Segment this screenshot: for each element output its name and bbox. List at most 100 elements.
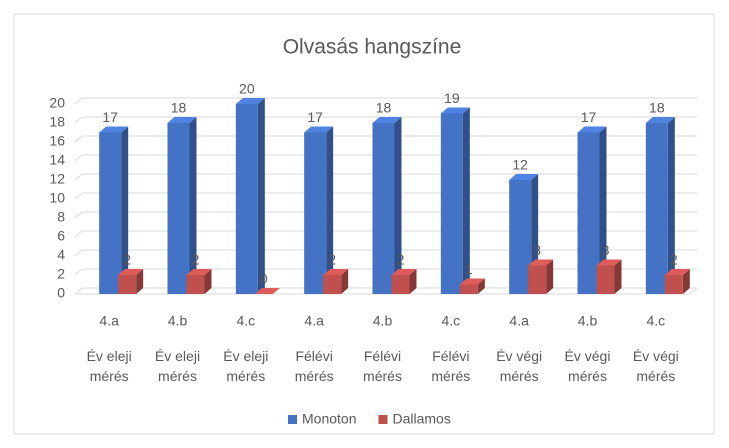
bar (372, 123, 395, 294)
x-tick-label: 4.c (646, 313, 665, 329)
bar (391, 275, 410, 294)
x-tick-label: 4.b (168, 313, 188, 329)
data-label: 18 (171, 100, 187, 116)
bar (235, 104, 258, 294)
bar-top (186, 269, 212, 275)
x-group-label: Félévi mérés (294, 348, 334, 384)
legend-label: Monoton (302, 411, 356, 427)
bar-side (614, 259, 622, 294)
grid-line-side (74, 268, 83, 276)
data-label: 3 (533, 242, 541, 258)
data-label: 2 (328, 252, 336, 268)
bar-side (409, 269, 417, 294)
bar (99, 132, 122, 294)
grid-line-side (74, 173, 83, 181)
bar-side (189, 117, 197, 294)
grid-line-side (74, 116, 83, 124)
y-tick-label: 6 (57, 228, 65, 244)
grid-line-side (74, 135, 83, 143)
bar-side (546, 259, 554, 294)
data-label: 2 (123, 252, 131, 268)
bar (459, 284, 478, 294)
bar (118, 275, 137, 294)
bar (186, 275, 205, 294)
bar-side (462, 107, 470, 294)
y-tick-label: 20 (49, 95, 65, 111)
y-tick-label: 14 (49, 152, 65, 168)
bar-side (599, 126, 607, 294)
y-tick-label: 8 (57, 209, 65, 225)
grid-line-side (74, 230, 83, 238)
data-label: 18 (649, 100, 665, 116)
data-label: 19 (444, 90, 460, 106)
bar-side (394, 117, 402, 294)
x-tick-label: 4.c (236, 313, 255, 329)
data-label: 1 (465, 261, 473, 277)
bar-top (99, 126, 129, 133)
bar (577, 132, 600, 294)
bar (323, 275, 342, 294)
y-tick-label: 0 (57, 285, 65, 301)
bar-side (477, 278, 485, 294)
bar-top (459, 278, 485, 285)
bar-side (257, 98, 265, 294)
grid-line-side (74, 287, 83, 295)
bar-top (577, 126, 607, 133)
x-group-label: Év eleji mérés (154, 348, 201, 384)
x-tick-label: 4.a (509, 313, 529, 329)
legend-swatch (378, 415, 388, 424)
x-group-label: Félévi mérés (363, 348, 402, 384)
x-group-label: Év eleji mérés (223, 348, 269, 384)
bar-top (304, 126, 334, 133)
data-label: 2 (397, 252, 405, 268)
bar-top (323, 269, 349, 275)
data-label: 12 (512, 157, 528, 173)
grid-line-side (74, 97, 83, 105)
bar-top (509, 174, 539, 180)
bar-side (667, 117, 675, 294)
data-label: 20 (239, 81, 255, 97)
x-tick-label: 4.a (99, 313, 119, 329)
x-tick-label: 4.c (441, 313, 460, 329)
bar-side (204, 269, 212, 294)
data-label: 2 (670, 252, 678, 268)
bar (304, 132, 327, 294)
bar (596, 265, 615, 294)
x-group-label: Év végi mérés (632, 348, 679, 384)
x-tick-label: 4.b (578, 313, 598, 329)
bar-side (136, 269, 144, 294)
data-label: 2 (192, 252, 200, 268)
grid-line-side (74, 249, 83, 257)
grid-line-side (74, 192, 83, 200)
bar-top (664, 269, 690, 275)
bar-top (235, 98, 265, 104)
x-group-label: Év végi mérés (564, 348, 611, 384)
bar-top (391, 269, 417, 275)
y-tick-label: 12 (49, 171, 65, 187)
bar (509, 180, 532, 294)
bar-side (326, 126, 334, 294)
bar-top (167, 117, 197, 123)
bar-top (596, 259, 622, 266)
floor-edge (689, 287, 698, 295)
bar-top (254, 288, 280, 294)
grid-line-side (74, 154, 83, 162)
bar (664, 275, 683, 294)
x-tick-label: 4.a (304, 313, 324, 329)
data-label: 17 (102, 109, 118, 125)
bar (645, 123, 668, 294)
bar-top (372, 117, 402, 123)
chart-title: Olvasás hangszíne (283, 36, 462, 59)
bar (528, 265, 547, 294)
bar-top (645, 117, 675, 123)
x-group-label: Év végi mérés (496, 348, 543, 384)
x-group-label: Év eleji mérés (86, 348, 132, 384)
bar-side (121, 126, 129, 294)
y-tick-label: 16 (49, 133, 65, 149)
grid-line-side (74, 211, 83, 219)
data-label: 17 (307, 109, 323, 125)
bar-top (528, 259, 554, 266)
bar (440, 113, 463, 294)
